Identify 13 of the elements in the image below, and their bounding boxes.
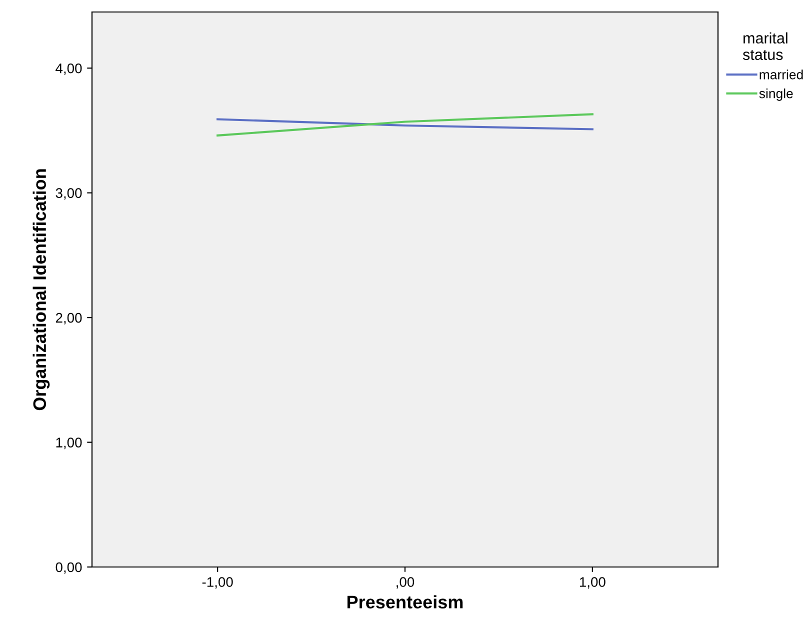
x-tick-label: ,00 [396, 577, 414, 589]
x-axis-title: Presenteeism [347, 595, 463, 608]
legend-label: married [760, 70, 803, 80]
y-tick-label: 0,00 [56, 562, 82, 574]
legend-title: marital status [742, 32, 788, 60]
legend-label: single [759, 88, 793, 101]
y-tick-label: 2,00 [56, 312, 82, 324]
x-tick-label: 1,00 [580, 577, 606, 589]
x-tick-label: -1,00 [202, 577, 233, 589]
y-tick-label: 3,00 [56, 188, 82, 200]
y-tick-label: 4,00 [56, 63, 82, 75]
y-axis-title: Organizational Identification [32, 169, 50, 410]
y-tick-label: 1,00 [56, 438, 82, 450]
